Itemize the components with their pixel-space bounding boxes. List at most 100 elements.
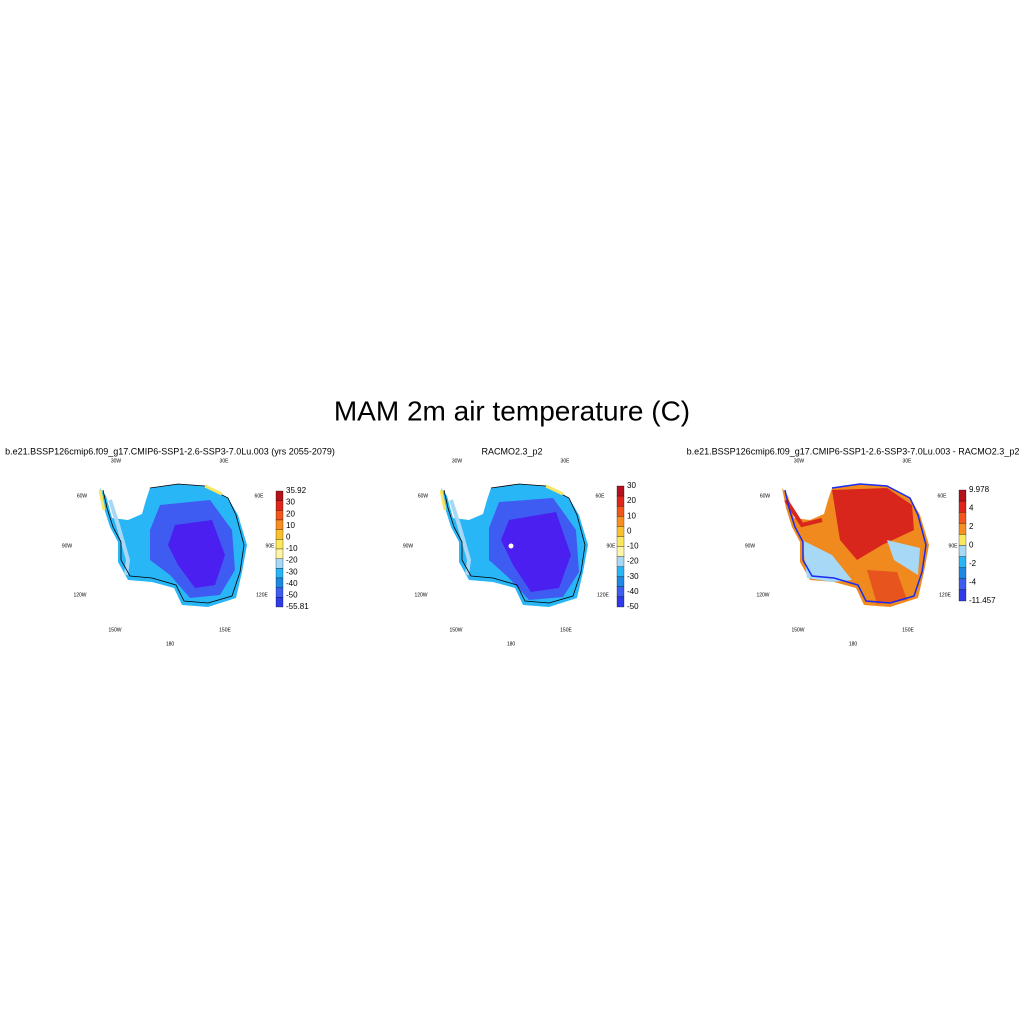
longitude-label: 60W bbox=[760, 493, 771, 499]
colorbar-label: -55.81 bbox=[286, 602, 309, 611]
longitude-label: 150E bbox=[902, 627, 914, 633]
colorbar-box bbox=[275, 539, 284, 550]
colorbar-box bbox=[958, 567, 967, 579]
longitude-label: 120W bbox=[414, 592, 427, 598]
longitude-label: 150W bbox=[108, 627, 121, 633]
panel-title: b.e21.BSSP126cmip6.f09_g17.CMIP6-SSP1-2.… bbox=[687, 446, 1020, 456]
colorbar-label: 30 bbox=[286, 498, 295, 507]
longitude-label: 150E bbox=[560, 627, 572, 633]
colorbar-label: -30 bbox=[286, 567, 298, 576]
colorbar-box bbox=[958, 556, 967, 568]
colorbar-box bbox=[958, 589, 967, 602]
colorbar-box bbox=[275, 577, 284, 588]
colorbar-box bbox=[275, 568, 284, 579]
longitude-label: 60E bbox=[596, 493, 606, 499]
colorbar-box bbox=[275, 490, 284, 501]
colorbar-box bbox=[616, 596, 625, 608]
colorbar-label: -20 bbox=[286, 556, 298, 565]
colorbar-box bbox=[275, 510, 284, 521]
colorbar-label: 0 bbox=[969, 541, 974, 550]
colorbar-label: -40 bbox=[627, 587, 639, 596]
colorbar-label: -4 bbox=[969, 578, 977, 587]
map-1 bbox=[98, 483, 247, 607]
colorbar-box bbox=[275, 587, 284, 598]
colorbar-box bbox=[958, 500, 967, 513]
longitude-label: 90E bbox=[607, 543, 617, 549]
longitude-label: 30E bbox=[561, 458, 571, 464]
map-2 bbox=[439, 483, 588, 607]
colorbar-label: 10 bbox=[286, 521, 295, 530]
colorbar-box bbox=[958, 578, 967, 591]
colorbar-label: -30 bbox=[627, 572, 639, 581]
colorbar-box bbox=[616, 586, 625, 598]
colorbar-label: -40 bbox=[286, 579, 298, 588]
map-3 bbox=[782, 483, 929, 607]
colorbar-box bbox=[958, 489, 967, 502]
colorbar-box bbox=[616, 566, 625, 577]
colorbar-box bbox=[616, 556, 625, 567]
colorbar-box bbox=[275, 548, 284, 559]
longitude-label: 90E bbox=[266, 543, 276, 549]
longitude-label: 90W bbox=[745, 543, 756, 549]
longitude-label: 120W bbox=[73, 592, 86, 598]
longitude-label: 150E bbox=[219, 627, 231, 633]
colorbar-label: 0 bbox=[286, 533, 291, 542]
colorbar-label: 9.978 bbox=[969, 485, 990, 494]
colorbar-box bbox=[616, 485, 625, 497]
colorbar-label: -10 bbox=[286, 544, 298, 553]
colorbar-box bbox=[275, 529, 284, 540]
colorbar-box bbox=[275, 597, 284, 608]
colorbar-box bbox=[958, 545, 967, 557]
colorbar-box bbox=[275, 500, 284, 511]
longitude-label: 90W bbox=[62, 543, 73, 549]
colorbar-box bbox=[958, 512, 967, 524]
panel-title: RACMO2.3_p2 bbox=[481, 446, 542, 456]
longitude-label: 120E bbox=[939, 592, 951, 598]
longitude-label: 180 bbox=[166, 641, 175, 647]
colorbar-box bbox=[958, 523, 967, 535]
longitude-label: 60E bbox=[255, 493, 265, 499]
longitude-label: 60W bbox=[418, 493, 429, 499]
colorbar-label: 20 bbox=[286, 509, 295, 518]
longitude-label: 30E bbox=[903, 458, 913, 464]
colorbar-label: 2 bbox=[969, 522, 974, 531]
panel-title: b.e21.BSSP126cmip6.f09_g17.CMIP6-SSP1-2.… bbox=[5, 446, 335, 456]
longitude-label: 30W bbox=[794, 458, 805, 464]
colorbar-box bbox=[616, 576, 625, 587]
longitude-label: 180 bbox=[849, 641, 858, 647]
colorbar-label: -20 bbox=[627, 557, 639, 566]
figure-title: MAM 2m air temperature (C) bbox=[334, 395, 690, 426]
colorbar-box bbox=[616, 526, 625, 537]
longitude-label: 120W bbox=[756, 592, 769, 598]
colorbar-box bbox=[958, 534, 967, 546]
longitude-label: 120E bbox=[597, 592, 609, 598]
colorbar-box bbox=[616, 495, 625, 507]
longitude-label: 90E bbox=[949, 543, 959, 549]
longitude-label: 180 bbox=[507, 641, 516, 647]
colorbar-label: 4 bbox=[969, 504, 974, 513]
colorbar-label: -10 bbox=[627, 542, 639, 551]
colorbar-label: 0 bbox=[627, 526, 632, 535]
longitude-label: 150W bbox=[449, 627, 462, 633]
colorbar-box bbox=[275, 558, 284, 569]
colorbar-box bbox=[616, 516, 625, 527]
colorbar-box bbox=[616, 506, 625, 517]
colorbar-label: -50 bbox=[286, 591, 298, 600]
colorbar-label: 35.92 bbox=[286, 486, 307, 495]
colorbar-label: 10 bbox=[627, 511, 636, 520]
colorbar-label: -50 bbox=[627, 602, 639, 611]
longitude-label: 120E bbox=[256, 592, 268, 598]
longitude-label: 150W bbox=[791, 627, 804, 633]
colorbar-box bbox=[275, 519, 284, 530]
colorbar-box bbox=[616, 536, 625, 547]
colorbar-label: -11.457 bbox=[969, 596, 996, 605]
colorbar-label: 20 bbox=[627, 496, 636, 505]
colorbar-label: 30 bbox=[627, 481, 636, 490]
longitude-label: 30W bbox=[452, 458, 463, 464]
colorbar-label: -2 bbox=[969, 559, 977, 568]
longitude-label: 60W bbox=[77, 493, 88, 499]
longitude-label: 90W bbox=[403, 543, 414, 549]
longitude-label: 30W bbox=[111, 458, 122, 464]
colorbar-box bbox=[616, 546, 625, 557]
